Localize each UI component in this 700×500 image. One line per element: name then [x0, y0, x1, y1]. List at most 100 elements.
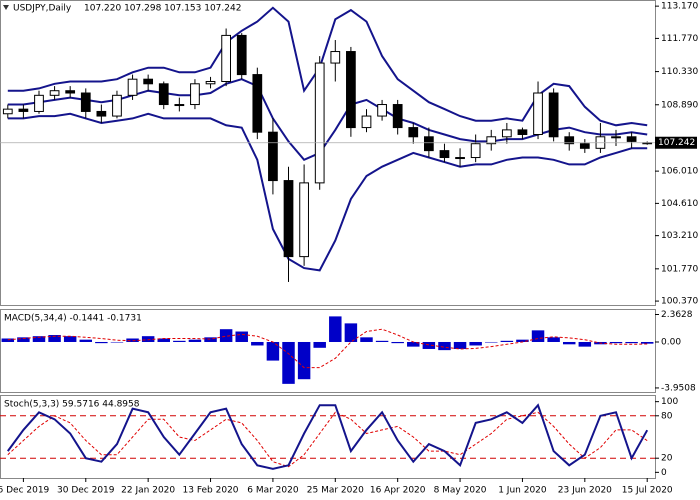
macd-bar — [500, 340, 514, 342]
macd-bar — [625, 341, 638, 344]
macd-bar — [126, 338, 139, 342]
candle-body — [158, 83, 169, 106]
macd-bar — [313, 341, 326, 348]
macd-bar — [344, 323, 358, 342]
y-tick-label: 101.770 — [661, 264, 698, 274]
candle-body — [205, 80, 216, 85]
candle-body — [112, 94, 122, 117]
macd-bar — [422, 341, 436, 349]
candle-body — [517, 129, 528, 135]
candle-body — [626, 136, 637, 142]
candle-body — [65, 90, 76, 94]
candle-body — [579, 143, 590, 149]
macd-bar — [407, 341, 420, 347]
candle-body — [377, 104, 387, 117]
macd-bar — [375, 340, 389, 342]
y-tick-label: 110.330 — [661, 67, 698, 77]
macd-bar — [266, 341, 280, 361]
y-tick-label: 108.890 — [661, 100, 698, 110]
macd-bar — [469, 341, 482, 346]
candle-body — [501, 129, 512, 138]
x-tick-label: 16 Apr 2020 — [370, 486, 426, 496]
macd-bar — [578, 341, 592, 347]
macd-bar — [297, 341, 311, 380]
last-price-label: 107.242 — [658, 138, 695, 148]
macd-bar — [32, 336, 46, 342]
x-tick-label: 23 Jun 2020 — [558, 486, 612, 496]
candle-body — [470, 143, 481, 159]
candle-body — [18, 108, 29, 112]
candle-body — [548, 92, 559, 138]
macd-panel — [0, 309, 656, 393]
macd-bar — [251, 341, 264, 346]
macd-bar — [219, 329, 233, 342]
y-tick-label: 0 — [661, 468, 667, 478]
candle-body — [143, 78, 154, 85]
chart-title: USDJPY,Daily — [13, 4, 72, 14]
y-tick-label: 113.170 — [661, 2, 698, 12]
candle-body — [346, 51, 356, 129]
macd-bar — [516, 339, 529, 342]
y-tick-label: 2.3628 — [661, 310, 693, 320]
candle-body — [96, 110, 107, 117]
x-tick-label: 30 Dec 2019 — [57, 486, 115, 496]
macd-bar — [63, 336, 77, 342]
candle-body — [564, 136, 575, 145]
y-tick-label: -3.9508 — [661, 383, 696, 393]
ohlc-label: 107.220 107.298 107.153 107.242 — [84, 4, 241, 14]
stoch-main — [6, 403, 649, 470]
macd-bar — [204, 337, 217, 342]
y-tick-label: 111.770 — [661, 34, 698, 44]
macd-bar — [48, 335, 61, 342]
x-tick-label: 6 Dec 2019 — [0, 486, 50, 496]
candle-body — [252, 74, 263, 133]
candle-body — [424, 136, 434, 152]
macd-bar — [453, 341, 467, 349]
candle-body — [49, 90, 60, 96]
menu-icon — [3, 5, 9, 10]
candle-body — [221, 34, 231, 82]
candle-body — [392, 104, 403, 129]
candle-body — [174, 104, 185, 107]
macd-bar — [360, 337, 373, 342]
macd-bar — [110, 341, 124, 343]
macd-bar — [79, 339, 93, 342]
y-tick-label: 0.00 — [661, 337, 681, 347]
candle-body — [127, 78, 138, 96]
macd-bar — [329, 316, 342, 342]
candle-body — [486, 136, 497, 145]
macd-bar — [485, 341, 498, 343]
y-tick-label: 100.370 — [661, 297, 698, 307]
macd-bar — [391, 341, 404, 344]
macd-bar — [17, 337, 30, 342]
macd-signal — [7, 328, 648, 369]
stoch-signal — [7, 411, 648, 468]
candle-body — [34, 94, 44, 112]
x-tick-label: 25 Mar 2020 — [307, 486, 364, 496]
stoch-title: Stoch(5,3,3) 59.5716 44.8958 — [4, 400, 140, 410]
stoch-panel — [0, 395, 656, 479]
candle-body — [455, 157, 465, 160]
y-tick-label: 106.010 — [661, 167, 698, 177]
macd-bar — [282, 341, 295, 384]
macd-bar — [157, 338, 170, 342]
x-tick-label: 6 Mar 2020 — [247, 486, 299, 496]
candle-body — [236, 34, 247, 76]
x-tick-label: 8 May 2020 — [434, 486, 487, 496]
candle-body — [299, 182, 309, 258]
candle-body — [439, 150, 450, 159]
macd-bar — [188, 339, 202, 342]
macd-bar — [438, 341, 451, 351]
candle-body — [408, 127, 419, 138]
candle-body — [190, 83, 200, 106]
candle-body — [533, 92, 543, 135]
candle-body — [314, 62, 325, 184]
macd-bar — [141, 336, 155, 342]
macd-bar — [609, 341, 623, 344]
x-tick-label: 22 Jan 2020 — [121, 486, 175, 496]
candle-body — [330, 51, 341, 64]
price-panel — [0, 0, 656, 306]
macd-bar — [640, 341, 654, 344]
macd-title: MACD(5,34,4) -0.1441 -0.1731 — [4, 314, 142, 324]
